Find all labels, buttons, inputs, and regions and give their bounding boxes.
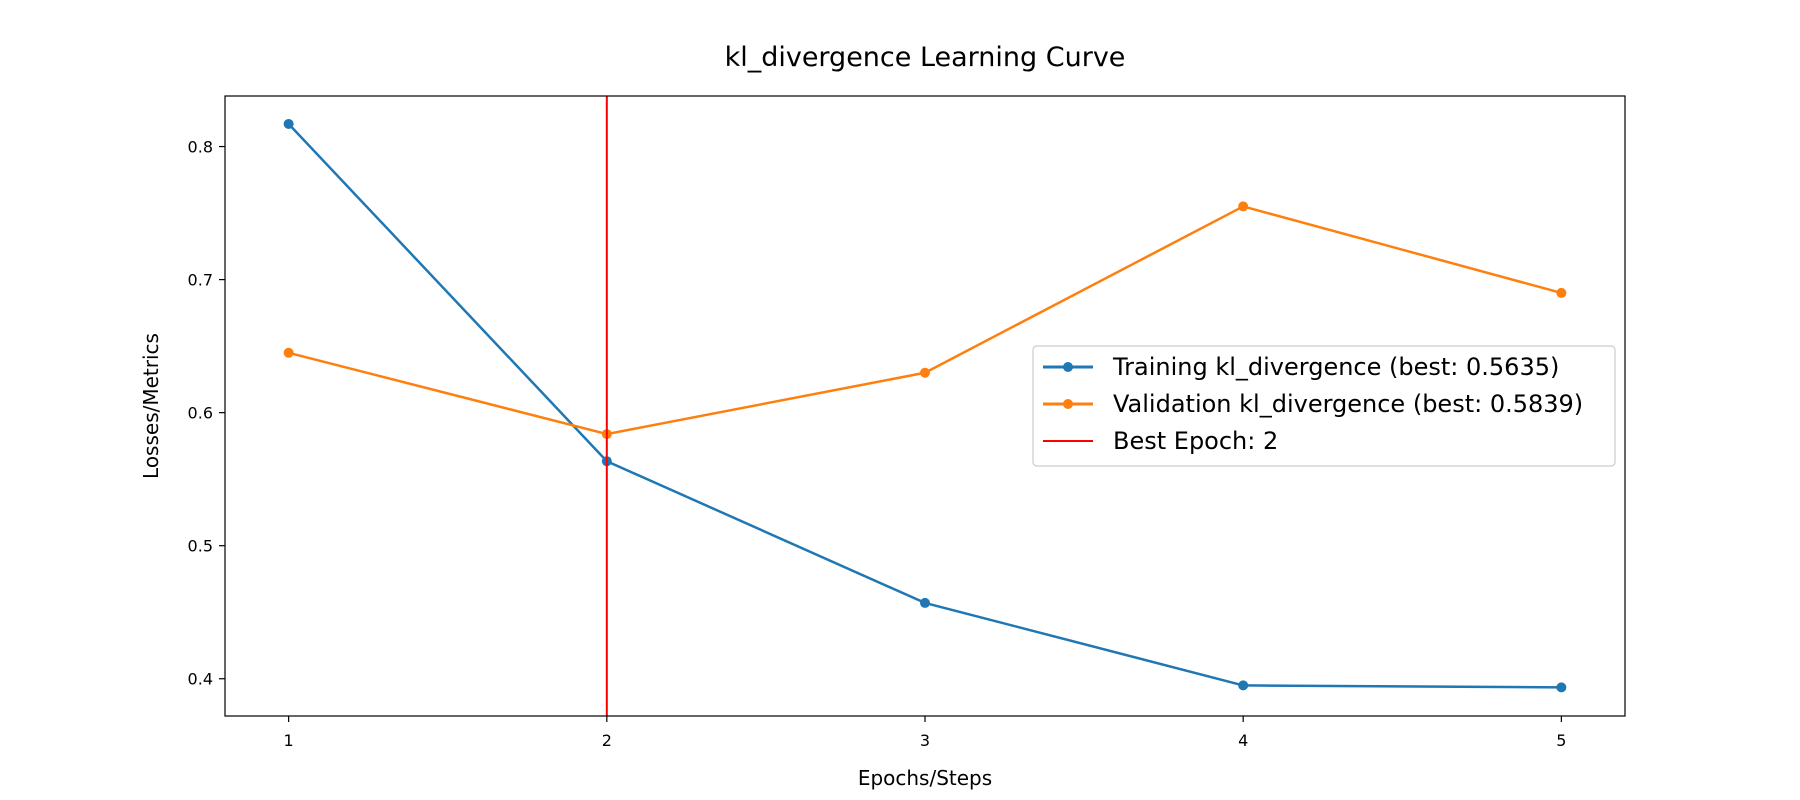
legend-training-label: Training kl_divergence (best: 0.5635) (1112, 353, 1559, 381)
legend-validation-marker (1063, 399, 1073, 409)
legend-best-epoch-label: Best Epoch: 2 (1113, 427, 1278, 455)
validation-data-point (1238, 201, 1249, 212)
x-axis-label: Epochs/Steps (858, 766, 992, 790)
validation-data-point (283, 347, 294, 358)
y-tick-label: 0.4 (188, 670, 213, 689)
training-data-point (920, 597, 930, 608)
validation-data-point (920, 367, 930, 378)
legend-box (1032, 345, 1616, 467)
training-data-point (1238, 680, 1249, 691)
y-tick-label: 0.8 (188, 138, 213, 157)
x-tick-label: 3 (920, 731, 930, 750)
legend-validation-label: Validation kl_divergence (best: 0.5839) (1113, 390, 1583, 418)
chart-title: kl_divergence Learning Curve (725, 42, 1126, 73)
y-axis-label: Losses/Metrics (139, 333, 163, 479)
legend-training-marker (1063, 362, 1073, 372)
y-tick-label: 0.7 (188, 271, 213, 290)
legend: Training kl_divergence (best: 0.5635) Va… (1032, 345, 1616, 467)
x-tick-label: 5 (1556, 731, 1566, 750)
training-data-point (1556, 682, 1567, 693)
plot-frame (224, 95, 1626, 717)
y-tick-label: 0.6 (188, 404, 213, 423)
x-axis-ticks: 1 2 3 4 5 (284, 716, 1566, 750)
x-tick-label: 2 (602, 731, 612, 750)
x-tick-label: 4 (1238, 731, 1248, 750)
validation-data-point (1556, 287, 1567, 298)
x-tick-label: 1 (284, 731, 294, 750)
training-data-point (283, 118, 294, 129)
y-axis-ticks: 0.4 0.5 0.6 0.7 0.8 (188, 138, 225, 689)
y-tick-label: 0.5 (188, 537, 213, 556)
